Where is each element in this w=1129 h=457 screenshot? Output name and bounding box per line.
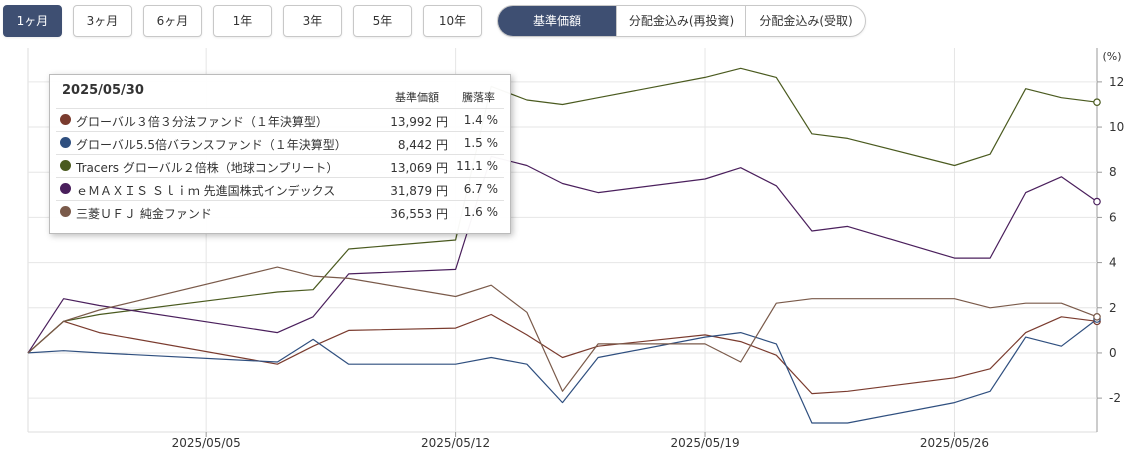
- tooltip-row: 三菱ＵＦＪ 純金ファンド 36,553 円 1.6 %: [56, 200, 504, 223]
- tooltip-price-header: 基準価額: [395, 91, 439, 104]
- y-tick-label: -2: [1109, 391, 1121, 405]
- series-color-dot: [60, 206, 71, 217]
- tooltip-pct-header: 騰落率: [462, 91, 495, 104]
- tooltip-fund-pct: 1.4 %: [463, 113, 498, 127]
- tooltip-fund-price: 8,442 円: [397, 138, 448, 152]
- x-tick-label: 2025/05/12: [421, 436, 490, 450]
- y-tick-label: 12: [1109, 75, 1124, 89]
- series-color-dot: [60, 160, 71, 171]
- tooltip-fund-name: グローバル5.5倍バランスファンド（１年決算型）: [76, 138, 347, 152]
- series-color-dot: [60, 114, 71, 125]
- price-mode-selector: 基準価額 分配金込み(再投資) 分配金込み(受取): [497, 5, 866, 37]
- series-end-marker-4: [1093, 197, 1101, 206]
- series-line-2: [27, 318, 1098, 424]
- tooltip-row: グローバル5.5倍バランスファンド（１年決算型） 8,442 円 1.5 %: [56, 131, 504, 154]
- tooltip-fund-name: ｅＭＡＸＩＳ Ｓｌｉｍ 先進国株式インデックス: [76, 184, 336, 198]
- tooltip-fund-pct: 11.1 %: [456, 159, 498, 173]
- y-unit-label: (%): [1102, 50, 1121, 63]
- y-tick-label: 8: [1109, 165, 1117, 179]
- mode-reinvest-button[interactable]: 分配金込み(再投資): [616, 6, 746, 36]
- series-color-dot: [60, 183, 71, 194]
- period-6m-button[interactable]: 6ヶ月: [143, 5, 202, 37]
- tooltip-fund-pct: 6.7 %: [463, 182, 498, 196]
- series-end-marker-5: [1093, 312, 1101, 321]
- tooltip-fund-name: グローバル３倍３分法ファンド（１年決算型）: [76, 115, 328, 129]
- series-end-marker-3: [1093, 98, 1101, 107]
- y-tick-label: 0: [1109, 346, 1117, 360]
- period-1y-button[interactable]: 1年: [213, 5, 272, 37]
- series-line-1: [27, 313, 1098, 395]
- tooltip-date: 2025/05/30: [62, 83, 144, 98]
- mode-payout-button[interactable]: 分配金込み(受取): [745, 6, 865, 36]
- tooltip-row: グローバル３倍３分法ファンド（１年決算型） 13,992 円 1.4 %: [56, 108, 504, 131]
- series-color-dot: [60, 137, 71, 148]
- series-line-4: [27, 155, 1098, 354]
- y-tick-label: 6: [1109, 210, 1117, 224]
- y-tick-label: 10: [1109, 120, 1124, 134]
- y-tick-label: 4: [1109, 256, 1117, 270]
- tooltip-row: ｅＭＡＸＩＳ Ｓｌｉｍ 先進国株式インデックス 31,879 円 6.7 %: [56, 177, 504, 200]
- series-line-3: [27, 67, 1098, 354]
- period-10y-button[interactable]: 10年: [423, 5, 482, 37]
- x-tick-label: 2025/05/19: [670, 436, 739, 450]
- x-tick-label: 2025/05/05: [172, 436, 241, 450]
- period-3y-button[interactable]: 3年: [283, 5, 342, 37]
- period-5y-button[interactable]: 5年: [353, 5, 412, 37]
- tooltip-fund-pct: 1.6 %: [463, 205, 498, 219]
- x-tick-label: 2025/05/26: [920, 436, 989, 450]
- mode-nav-button[interactable]: 基準価額: [498, 6, 616, 36]
- period-3m-button[interactable]: 3ヶ月: [73, 5, 132, 37]
- tooltip-fund-price: 13,992 円: [390, 115, 448, 129]
- y-tick-label: 2: [1109, 301, 1117, 315]
- tooltip-fund-price: 13,069 円: [390, 161, 448, 175]
- series-line-5: [27, 266, 1098, 392]
- chart-tooltip: 2025/05/30 基準価額 騰落率 グローバル３倍３分法ファンド（１年決算型…: [49, 74, 511, 234]
- tooltip-fund-pct: 1.5 %: [463, 136, 498, 150]
- tooltip-fund-name: Tracers グローバル２倍株（地球コンプリート）: [76, 161, 339, 175]
- period-1m-button[interactable]: 1ヶ月: [3, 5, 62, 37]
- tooltip-fund-price: 31,879 円: [390, 184, 448, 198]
- tooltip-row: Tracers グローバル２倍株（地球コンプリート） 13,069 円 11.1…: [56, 154, 504, 177]
- tooltip-fund-price: 36,553 円: [390, 207, 448, 221]
- tooltip-fund-name: 三菱ＵＦＪ 純金ファンド: [76, 207, 212, 221]
